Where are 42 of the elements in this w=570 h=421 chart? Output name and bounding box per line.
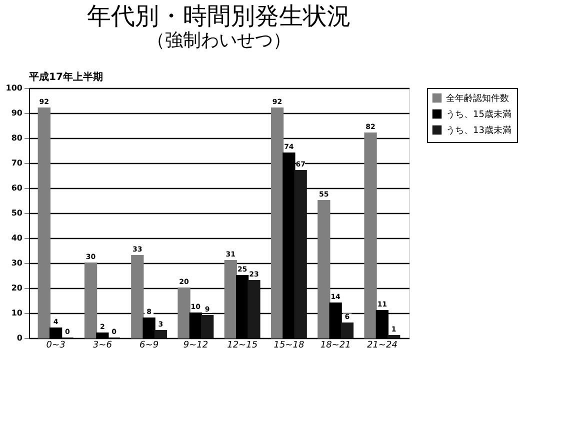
- x-tick-label: 6~9: [140, 340, 159, 350]
- x-tick-label: 9~12: [183, 340, 208, 350]
- y-tick-label: 20: [11, 284, 23, 292]
- bar: [236, 275, 249, 338]
- y-tick-label: 0: [16, 334, 23, 342]
- chart-subtitle: （強制わいせつ）: [147, 30, 291, 51]
- bar: [38, 108, 50, 338]
- bar: [270, 108, 284, 338]
- y-tick-label: 50: [11, 208, 23, 218]
- x-tick-label: 3~6: [92, 340, 112, 350]
- bar: [340, 322, 354, 338]
- bar: [364, 132, 377, 338]
- x-tick-label: 18~21: [320, 340, 351, 350]
- bar: [388, 335, 400, 338]
- bar: [154, 330, 168, 338]
- x-tick-label: 15~18: [274, 340, 304, 350]
- bar: [142, 318, 156, 338]
- y-tick-label: 60: [11, 184, 23, 192]
- y-tick-label: 70: [11, 158, 23, 168]
- bar: [294, 170, 307, 338]
- legend-label: 全年齢認知件数: [446, 93, 509, 104]
- x-tick-label: 0~3: [46, 340, 66, 350]
- legend-label: うち、15歳未満: [446, 109, 512, 120]
- bar: [248, 280, 260, 338]
- y-tick-label: 80: [11, 134, 23, 142]
- text: 平成17年上半期: [28, 71, 103, 83]
- y-tick-label: 10: [11, 308, 23, 318]
- chart-title: 年代別・時間別発生状況: [87, 2, 351, 30]
- bar: [178, 288, 190, 338]
- x-tick-label: 21~24: [366, 340, 398, 350]
- bar: [224, 260, 237, 338]
- bar: [201, 315, 214, 338]
- y-tick-label: 40: [11, 234, 23, 242]
- x-tick-label: 12~15: [227, 340, 258, 350]
- y-tick-label: 100: [6, 84, 23, 92]
- bar: [84, 262, 98, 338]
- y-tick-label: 30: [11, 258, 23, 268]
- bar: [131, 255, 144, 338]
- y-tick-label: 90: [11, 108, 23, 118]
- bar: [96, 332, 109, 338]
- bar: [318, 200, 330, 338]
- legend-label: うち、13歳未満: [446, 125, 512, 136]
